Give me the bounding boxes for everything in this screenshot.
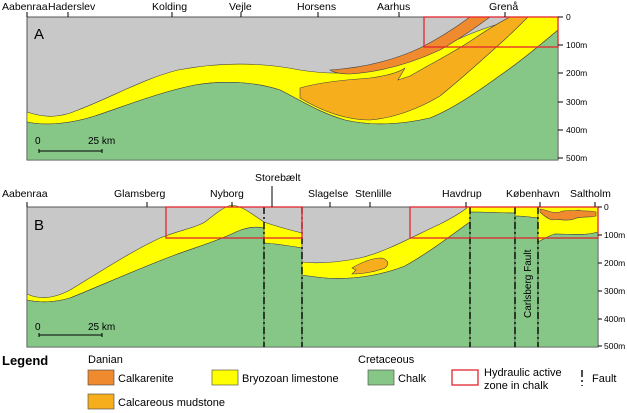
legend-label-calkarenite: Calkarenite	[118, 373, 174, 385]
depth-tick-label: 400m	[604, 314, 625, 324]
town-label: Storebælt	[255, 172, 301, 184]
panel-a-label: A	[34, 26, 44, 43]
town-label: Aarhus	[377, 1, 410, 13]
town-label: Stenlille	[355, 188, 392, 200]
town-label: Havdrup	[442, 188, 482, 200]
legend-group-danian: Danian	[88, 354, 123, 366]
town-label: Kolding	[152, 1, 187, 13]
town-label: Vejle	[229, 1, 252, 13]
town-label: København	[506, 188, 560, 200]
legend-swatch-calcareous	[87, 393, 115, 410]
depth-tick-label: 100m	[566, 40, 587, 50]
town-label: Horsens	[297, 1, 336, 13]
depth-tick-label: 0	[566, 12, 571, 22]
depth-tick-label: 500m	[604, 341, 625, 351]
depth-tick-label: 200m	[604, 258, 625, 268]
panel-a-hydraulic-zone	[423, 16, 559, 48]
scale-end: 25 km	[88, 322, 115, 333]
panel-b-hydraulic-zone-west	[165, 206, 303, 239]
panel-b-hydraulic-zone-east	[409, 206, 599, 239]
legend-label-fault: Fault	[592, 373, 616, 385]
panel-b-calcareous-basin	[351, 257, 389, 275]
town-label: Slagelse	[308, 188, 348, 200]
legend-label-calcareous: Calcareous mudstone	[118, 397, 225, 409]
panel-a-towns: Aabenraa Haderslev Kolding Vejle Horsens…	[2, 1, 518, 17]
panel-b-depth-axis: 0 100m 200m 300m 400m 500m	[598, 202, 625, 351]
panel-a-chalk-layer	[26, 29, 559, 161]
town-label: Aabenraa	[2, 1, 48, 13]
town-label: Saltholm	[570, 188, 611, 200]
panel-a-depth-axis: 0 100m 200m 300m 400m 500m	[558, 12, 587, 163]
panel-b-chalk-east1	[469, 211, 516, 348]
legend: Legend Danian Cretaceous Calkarenite Bry…	[2, 353, 616, 410]
legend-group-cretaceous: Cretaceous	[358, 354, 415, 366]
town-label: Grenå	[489, 1, 518, 13]
depth-tick-label: 100m	[604, 230, 625, 240]
carlsberg-fault-label: Carlsberg Fault	[523, 249, 534, 318]
depth-tick-label: 300m	[604, 286, 625, 296]
town-label: Nyborg	[210, 188, 244, 200]
legend-label-bryozoan: Bryozoan limestone	[242, 373, 339, 385]
panel-b-chalk-east3	[537, 231, 599, 348]
panel-b-calkarenite-east3	[539, 208, 597, 221]
panel-b-label: B	[34, 217, 44, 234]
depth-tick-label: 200m	[566, 68, 587, 78]
panel-b-chalk-mid	[263, 242, 303, 348]
legend-swatch-calkarenite	[87, 369, 115, 386]
legend-swatch-hydraulic	[451, 369, 479, 386]
town-label: Haderslev	[48, 1, 96, 13]
panel-a: Aabenraa Haderslev Kolding Vejle Horsens…	[2, 1, 587, 163]
legend-swatch-bryozoan	[211, 369, 239, 386]
legend-swatch-chalk	[367, 369, 395, 386]
scale-start: 0	[35, 136, 41, 147]
depth-tick-label: 300m	[566, 97, 587, 107]
depth-tick-label: 400m	[566, 125, 587, 135]
town-label: Glamsberg	[114, 188, 166, 200]
scale-start: 0	[35, 322, 41, 333]
scale-end: 25 km	[88, 136, 115, 147]
panel-b-chalk-west	[26, 226, 265, 348]
panel-b-scale-bar: 0 25 km	[35, 322, 115, 337]
town-label: Aabenraa	[2, 188, 48, 200]
legend-label-hydraulic-2: zone in chalk	[484, 380, 549, 392]
depth-tick-label: 0	[604, 202, 609, 212]
panel-a-scale-bar: 0 25 km	[35, 136, 115, 153]
panel-b-towns: Storebælt Aabenraa Glamsberg Nyborg Slag…	[2, 172, 611, 207]
panel-b-faults	[263, 207, 539, 347]
legend-title: Legend	[2, 353, 48, 368]
legend-label-hydraulic-1: Hydraulic active	[484, 367, 562, 379]
depth-tick-label: 500m	[566, 153, 587, 163]
panel-a-calkarenite-layer	[329, 16, 491, 75]
legend-label-chalk: Chalk	[398, 373, 427, 385]
panel-b: Storebælt Aabenraa Glamsberg Nyborg Slag…	[2, 172, 625, 351]
panel-b-chalk-basin	[301, 221, 471, 348]
